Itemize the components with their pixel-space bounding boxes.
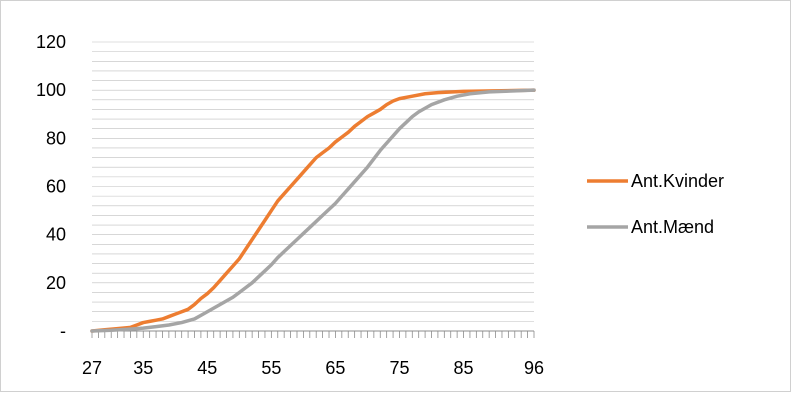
x-tick-label: 75: [389, 358, 409, 378]
legend-label-0: Ant.Kvinder: [631, 171, 724, 191]
x-tick-label: 27: [82, 358, 102, 378]
legend: Ant.Kvinder Ant.Mænd: [587, 171, 724, 237]
x-tick-label: 96: [524, 358, 544, 378]
y-tick-label: 80: [46, 128, 66, 148]
y-tick-label: -: [60, 321, 66, 341]
y-tick-label: 120: [36, 32, 66, 52]
series-line-0: [90, 88, 536, 333]
series-lines: [90, 88, 536, 333]
y-tick-label: 100: [36, 80, 66, 100]
y-tick-label: 40: [46, 225, 66, 245]
x-tick-label: 45: [197, 358, 217, 378]
y-tick-label: 60: [46, 177, 66, 197]
y-tick-label: 20: [46, 273, 66, 293]
series-line-1: [90, 88, 536, 333]
gridlines: [92, 41, 534, 322]
x-tick-label: 65: [325, 358, 345, 378]
x-tick-label: 55: [261, 358, 281, 378]
axes: [91, 330, 535, 338]
tick-labels: 27 35 45 55 65 75 85 96 - 20 40 60 80 100 120: [36, 32, 544, 378]
x-tick-label: 35: [133, 358, 153, 378]
x-tick-label: 85: [454, 358, 474, 378]
legend-label-1: Ant.Mænd: [631, 217, 714, 237]
